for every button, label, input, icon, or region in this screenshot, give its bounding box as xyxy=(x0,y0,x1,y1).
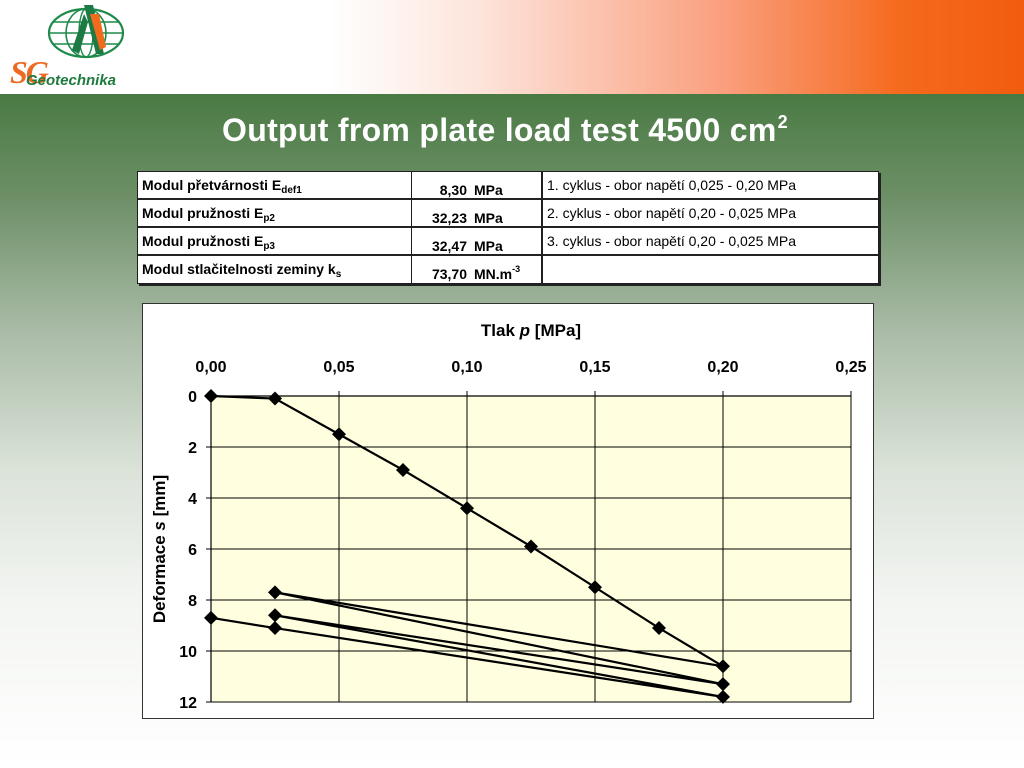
data-point-marker xyxy=(204,389,218,403)
param-label-row: Modul pružnosti Ep2 xyxy=(138,200,411,228)
data-point-marker xyxy=(716,689,730,704)
param-unit: MPa xyxy=(474,210,503,226)
slide-title: Output from plate load test 4500 cm2 xyxy=(0,112,1010,149)
data-point-marker xyxy=(268,608,282,623)
parameter-values-box: 8,30 MPa 32,23 MPa 32,47 MPa 73,70 MN.m-3 xyxy=(411,171,542,284)
cycle-note: 2. cyklus - obor napětí 0,20 - 0,025 MPa xyxy=(543,200,878,228)
param-value-row: 32,23 MPa xyxy=(412,200,541,228)
data-point-marker xyxy=(652,621,666,636)
x-tick-label: 0,00 xyxy=(195,359,226,376)
y-axis-label: Deformace s [mm] xyxy=(150,475,169,623)
data-point-marker xyxy=(716,677,730,692)
data-point-marker xyxy=(716,659,730,674)
chart-svg: 0,00 0,05 0,10 0,15 0,20 0,25 0 2 4 6 8 10 12 Tlak p… xyxy=(150,321,867,712)
x-tick-label: 0,20 xyxy=(707,359,738,376)
chart-series xyxy=(204,389,730,704)
x-axis-label: Tlak p [MPa] xyxy=(481,321,581,340)
company-logo: SG Geotechnika xyxy=(4,2,154,92)
x-tick-label: 0,15 xyxy=(579,359,610,376)
y-tick-label: 12 xyxy=(179,695,197,712)
data-point-marker xyxy=(268,585,282,600)
y-tick-label: 0 xyxy=(188,389,197,406)
data-point-marker xyxy=(268,391,282,406)
x-axis-label-prefix: Tlak xyxy=(481,321,520,340)
param-value-row: 73,70 MN.m-3 xyxy=(412,256,541,282)
y-axis-label-unit: [mm] xyxy=(150,475,169,521)
data-point-marker xyxy=(396,462,410,477)
data-point-marker xyxy=(204,610,218,625)
parameter-labels-box: Modul přetvárnosti Edef1 Modul pružnosti… xyxy=(137,171,412,284)
y-tick-label: 2 xyxy=(188,440,197,457)
slide-title-sup: 2 xyxy=(777,112,788,132)
param-value: 32,47 xyxy=(431,238,467,254)
param-value: 73,70 xyxy=(431,266,467,282)
y-tick-label: 10 xyxy=(179,644,197,661)
param-label-row: Modul stlačitelnosti zeminy ks xyxy=(138,256,411,282)
param-value-row: 32,47 MPa xyxy=(412,228,541,256)
data-point-marker xyxy=(524,539,538,554)
cycle-note xyxy=(543,256,878,282)
data-point-marker xyxy=(332,427,346,442)
param-label-sub: p2 xyxy=(263,213,275,224)
x-axis-label-unit: [MPa] xyxy=(530,321,581,340)
param-value-row: 8,30 MPa xyxy=(412,172,541,200)
logo-letters: SG xyxy=(10,54,49,90)
y-axis-label-prefix: Deformace xyxy=(150,531,169,624)
param-label-sub: def1 xyxy=(281,185,302,196)
x-tick-label: 0,10 xyxy=(451,359,482,376)
param-unit-sup: -3 xyxy=(512,264,521,274)
y-tick-label: 8 xyxy=(188,593,197,610)
param-unit: MPa xyxy=(474,182,503,198)
param-label-row: Modul přetvárnosti Edef1 xyxy=(138,172,411,200)
header-banner: SG Geotechnika xyxy=(0,0,1024,94)
load-deformation-chart: 0,00 0,05 0,10 0,15 0,20 0,25 0 2 4 6 8 10 12 Tlak p… xyxy=(142,303,874,719)
y-tick-label: 6 xyxy=(188,542,197,559)
cycle-note: 1. cyklus - obor napětí 0,025 - 0,20 MPa xyxy=(543,172,878,200)
data-point-marker xyxy=(460,501,474,516)
param-label: Modul pružnosti E xyxy=(142,233,264,249)
param-value: 8,30 xyxy=(439,182,467,198)
param-label-sub: p3 xyxy=(263,241,275,252)
param-label-sub: s xyxy=(335,269,342,280)
param-value: 32,23 xyxy=(431,210,467,226)
slide-title-text: Output from plate load test 4500 cm xyxy=(222,112,777,148)
chart-tick-labels: 0,00 0,05 0,10 0,15 0,20 0,25 0 2 4 6 8 10 12 xyxy=(179,359,866,712)
param-unit: MPa xyxy=(474,238,503,254)
cycle-notes-box: 1. cyklus - obor napětí 0,025 - 0,20 MPa… xyxy=(542,171,879,284)
x-tick-label: 0,05 xyxy=(323,359,354,376)
param-label: Modul přetvárnosti E xyxy=(142,177,282,193)
cycle-note: 3. cyklus - obor napětí 0,20 - 0,025 MPa xyxy=(543,228,878,256)
param-label: Modul stlačitelnosti zeminy k xyxy=(142,261,336,277)
y-axis-label-var: s xyxy=(150,521,169,530)
x-axis-label-var: p xyxy=(519,321,530,340)
y-tick-label: 4 xyxy=(188,491,197,508)
x-tick-label: 0,25 xyxy=(835,359,866,376)
param-label: Modul pružnosti E xyxy=(142,205,264,221)
param-unit: MN.m xyxy=(474,266,513,282)
logo-text: Geotechnika xyxy=(26,72,117,89)
param-label-row: Modul pružnosti Ep3 xyxy=(138,228,411,256)
data-point-marker xyxy=(268,621,282,636)
data-point-marker xyxy=(588,580,602,595)
globe-logo-icon xyxy=(47,5,125,59)
